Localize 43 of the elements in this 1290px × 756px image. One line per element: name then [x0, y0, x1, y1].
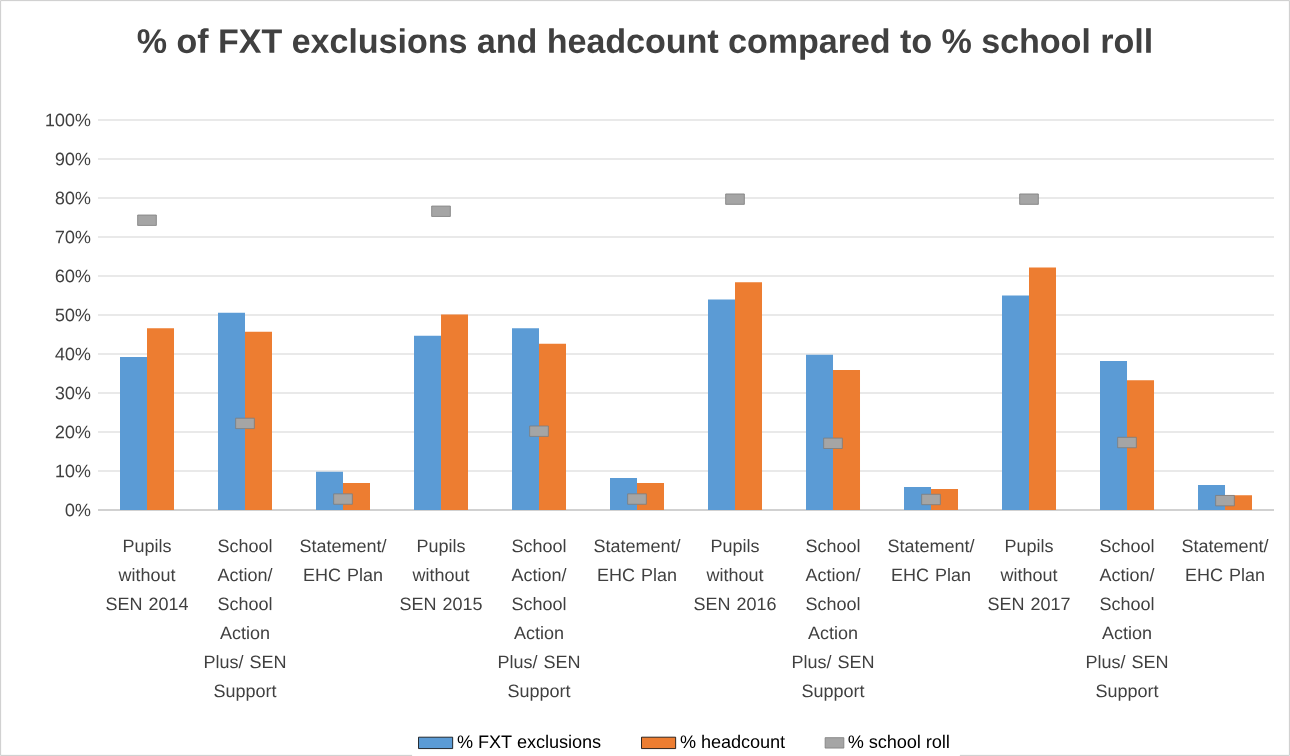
y-tick-label: 30% [55, 386, 91, 400]
legend-label: % headcount [680, 734, 785, 749]
bar [735, 282, 763, 510]
y-tick-label: 80% [55, 191, 91, 205]
y-tick-label: 90% [55, 152, 91, 166]
x-tick-label: Statement/ EHC Plan [594, 539, 681, 582]
bar [120, 357, 148, 510]
x-tick-label: Pupils without SEN 2014 [106, 539, 188, 611]
y-tick-label: 50% [55, 308, 91, 322]
bar [512, 328, 540, 510]
legend-label: % FXT exclusions [457, 734, 601, 749]
bar [1100, 361, 1128, 510]
y-tick-label: 40% [55, 347, 91, 361]
bar [1029, 267, 1057, 510]
x-tick-label: Pupils without SEN 2016 [694, 539, 776, 611]
y-tick-label: 70% [55, 230, 91, 244]
x-tick-label: School Action/ School Action Plus/ SEN Support [1086, 539, 1168, 701]
bar [147, 328, 174, 510]
bar [806, 354, 834, 510]
bar [708, 299, 735, 510]
x-tick-label: School Action/ School Action Plus/ SEN Support [792, 539, 874, 701]
x-tick-label: Pupils without SEN 2015 [400, 539, 482, 611]
y-tick-label: 0% [65, 503, 91, 517]
bar [1002, 295, 1030, 510]
legend-label: % school roll [848, 734, 949, 749]
y-tick-label: 20% [55, 425, 91, 439]
bar [245, 331, 272, 510]
x-tick-label: Statement/ EHC Plan [1182, 539, 1269, 582]
y-tick-label: 60% [55, 269, 91, 283]
x-tick-label: School Action/ School Action Plus/ SEN Support [498, 539, 580, 701]
chart-title: % of FXT exclusions and headcount compared to % school roll [137, 28, 1151, 60]
bar [539, 343, 567, 510]
bar [414, 335, 442, 510]
x-tick-label: Statement/ EHC Plan [300, 539, 387, 582]
x-tick-label: Statement/ EHC Plan [888, 539, 975, 582]
y-tick-label: 10% [56, 464, 91, 478]
bar [1127, 380, 1155, 510]
x-tick-label: Pupils without SEN 2017 [988, 539, 1070, 611]
x-tick-label: School Action/ School Action Plus/ SEN Support [204, 539, 286, 701]
bar [833, 369, 861, 510]
bar [218, 312, 245, 510]
bar [441, 314, 469, 510]
y-tick-label: 100% [46, 113, 91, 127]
